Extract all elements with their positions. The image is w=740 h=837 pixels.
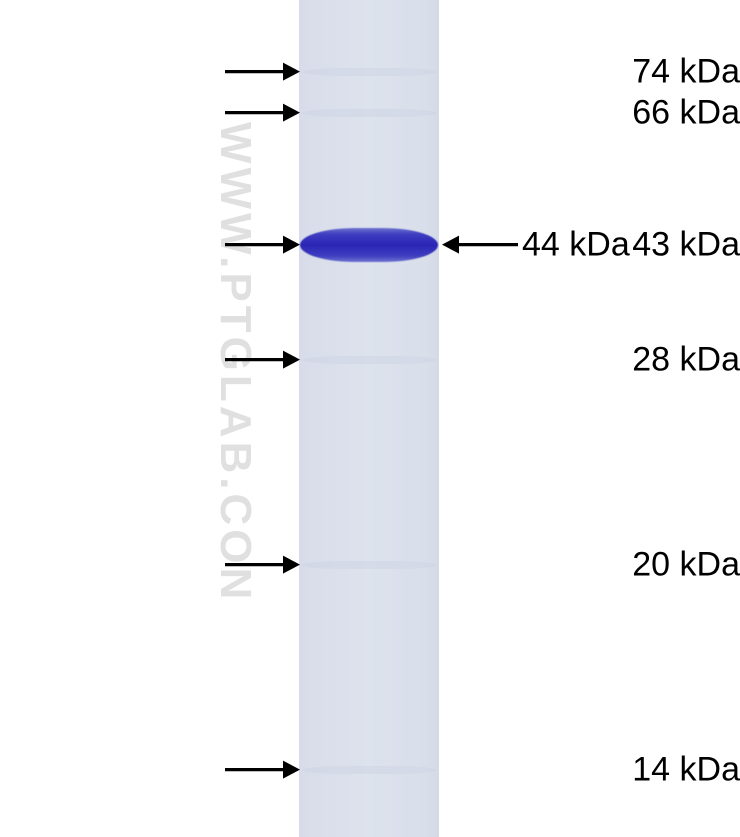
faint-marker-band: [302, 356, 436, 364]
faint-marker-band: [302, 68, 436, 76]
marker-arrow-icon: [223, 552, 302, 577]
marker-arrow-icon: [223, 232, 302, 257]
result-band-label: 44 kDa: [522, 226, 630, 265]
marker-label-20kda: 20 kDa: [518, 546, 740, 585]
marker-arrow-icon: [223, 347, 302, 372]
faint-marker-band: [302, 561, 436, 569]
result-band-44kda: [300, 228, 437, 262]
result-arrow-icon: [440, 232, 520, 257]
marker-arrow-icon: [223, 59, 302, 84]
marker-label-28kda: 28 kDa: [518, 341, 740, 380]
faint-marker-band: [302, 109, 436, 117]
marker-label-14kda: 14 kDa: [518, 751, 740, 790]
gel-canvas: WWW.PTGLAB.CON 74 kDa66 kDa43 kDa28 kDa2…: [0, 0, 740, 837]
faint-marker-band: [302, 766, 436, 774]
marker-label-66kda: 66 kDa: [518, 94, 740, 133]
gel-lane: [299, 0, 439, 837]
marker-label-74kda: 74 kDa: [518, 53, 740, 92]
marker-arrow-icon: [223, 100, 302, 125]
marker-arrow-icon: [223, 757, 302, 782]
